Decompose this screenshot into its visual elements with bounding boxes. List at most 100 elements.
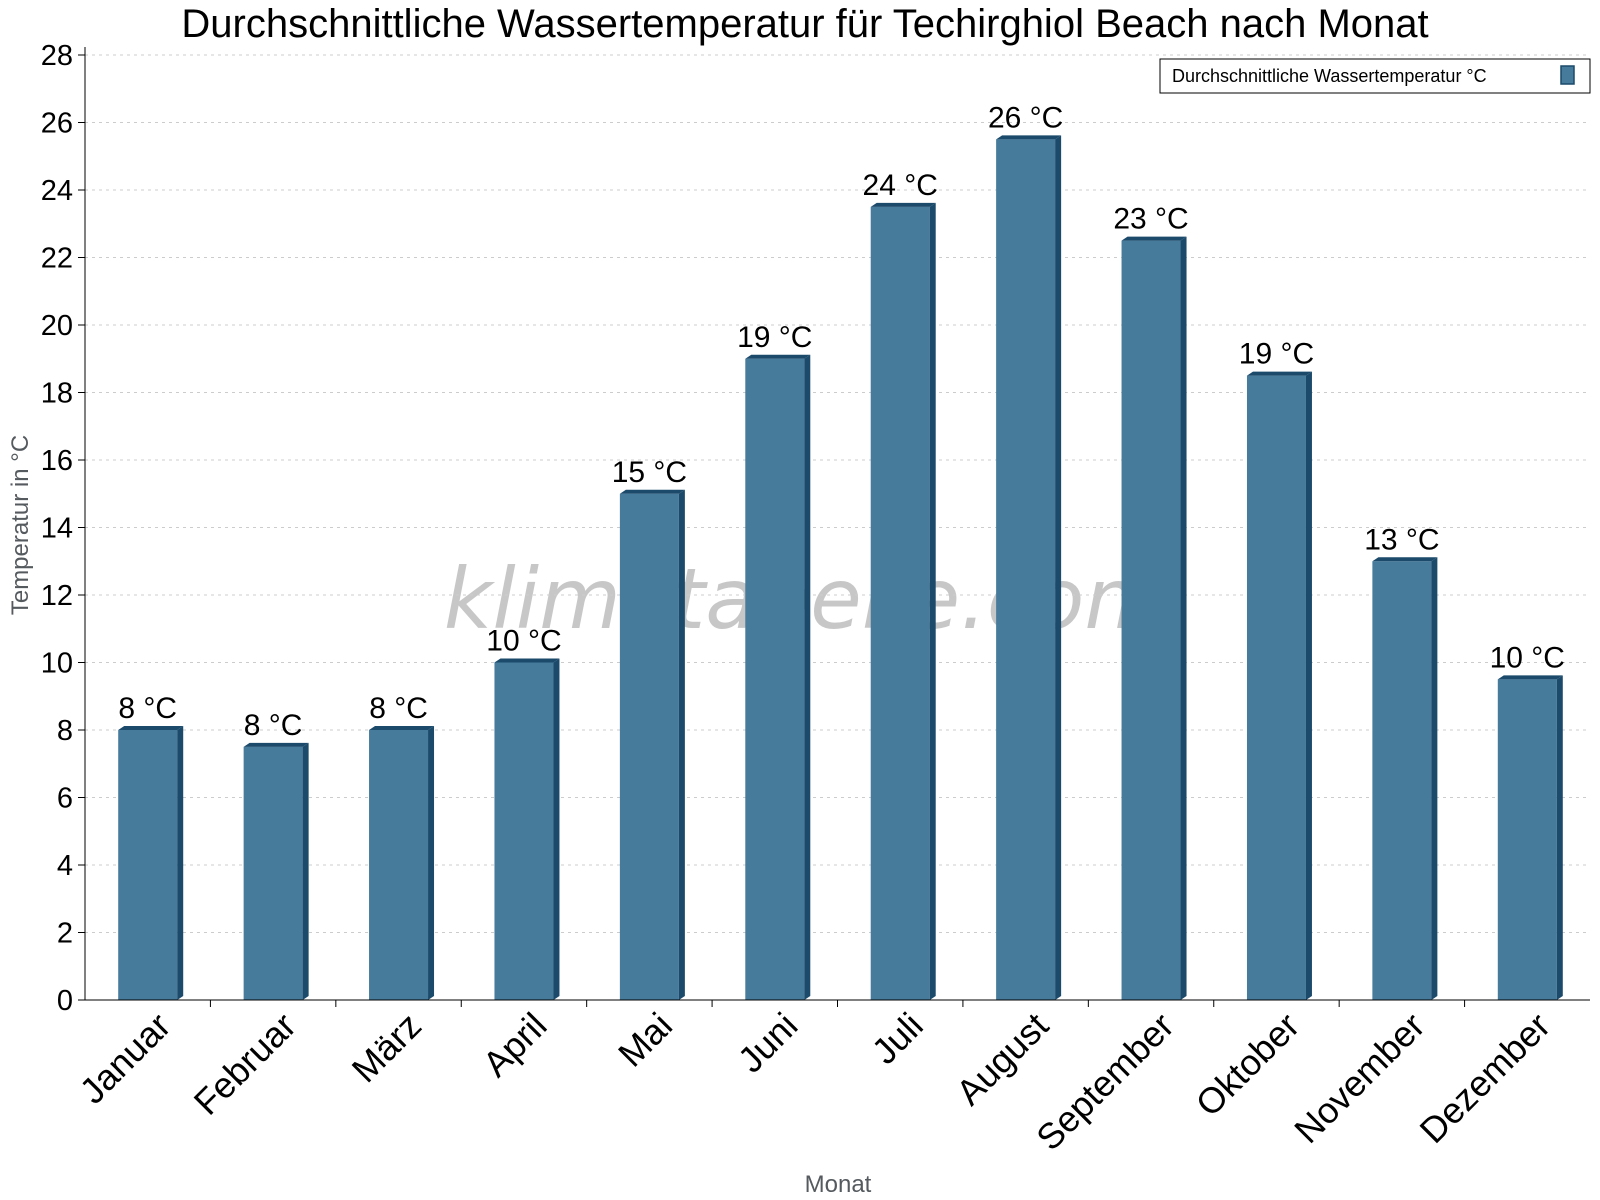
legend-label: Durchschnittliche Wassertemperatur °C (1172, 66, 1487, 86)
bar-side (1055, 135, 1062, 1000)
legend-box (1159, 58, 1591, 94)
bar-front (118, 730, 178, 1000)
bar-side (1556, 675, 1563, 1000)
x-tick-label: Oktober (1188, 1005, 1308, 1125)
y-tick-label: 2 (57, 918, 73, 950)
x-tick-label: Juli (864, 1005, 931, 1072)
data-label: 8 °C (244, 709, 303, 742)
y-tick-label: 16 (41, 445, 73, 477)
bar-top (745, 354, 811, 359)
x-tick-label: Mai (610, 1005, 680, 1075)
data-label: 10 °C (486, 625, 561, 658)
bar-juli (870, 202, 936, 1000)
x-tick-label: Dezember (1412, 1005, 1558, 1151)
y-tick-label: 4 (57, 850, 73, 882)
data-label: 19 °C (737, 321, 812, 354)
data-label: 24 °C (863, 169, 938, 202)
bar-april (494, 658, 560, 1000)
bar-dezember (1497, 675, 1563, 1000)
bar-front (1372, 561, 1432, 1000)
y-tick-label: 20 (41, 310, 73, 342)
x-axis-title: Monat (805, 1171, 872, 1198)
bar-oktober (1246, 371, 1312, 1000)
x-tick-label: April (475, 1005, 555, 1085)
x-tick-label: Januar (72, 1005, 179, 1112)
bar-front (1497, 679, 1557, 1000)
bar-side (1305, 371, 1312, 1000)
bar-februar (243, 742, 309, 1000)
bar-august (996, 135, 1062, 1000)
legend-swatch (1560, 65, 1575, 85)
bar-top (1497, 675, 1563, 680)
bar-top (369, 726, 435, 730)
y-tick-label: 6 (57, 783, 73, 815)
y-tick-label: 24 (41, 175, 73, 207)
y-tick-label: 14 (41, 513, 73, 545)
bar-front (494, 662, 554, 1000)
bar-top (996, 135, 1062, 140)
bar-september (1121, 236, 1187, 1000)
bar-front (745, 358, 805, 1000)
data-labels: 8 °C 8 °C 8 °C 10 °C 15 °C 19 °C 24 °C 26 °C 23 … (118, 101, 1565, 742)
bar-side (302, 742, 309, 1000)
x-tick-label: März (344, 1005, 430, 1091)
y-tick-label: 0 (57, 985, 73, 1017)
x-axis-ticks: Januar Februar März April Mai Juni Juli AugustS… (72, 1000, 1558, 1158)
bar-juni (745, 354, 811, 1000)
bar-top (494, 658, 560, 663)
bar-front (243, 746, 303, 1000)
bar-front (619, 493, 679, 1000)
bar-mai (619, 489, 685, 1000)
bar-top (1121, 236, 1187, 241)
x-tick-label: Juni (730, 1005, 806, 1081)
data-label: 8 °C (369, 692, 428, 725)
y-tick-label: 12 (41, 580, 73, 612)
gridlines (85, 54, 1590, 933)
bar-november (1372, 557, 1438, 1000)
x-tick-label: September (1028, 1005, 1182, 1159)
bar-side (804, 354, 811, 1000)
data-label: 23 °C (1113, 203, 1188, 236)
y-tick-label: 28 (41, 40, 73, 72)
x-tick-label: November (1286, 1005, 1432, 1151)
bar-side (428, 726, 435, 1000)
legend: Durchschnittliche Wassertemperatur °C (1159, 58, 1591, 94)
bars (118, 135, 1563, 1000)
bar-side (177, 726, 184, 1000)
x-tick-label: Februar (186, 1005, 304, 1123)
bar-side (929, 202, 936, 1000)
bar-märz (369, 726, 435, 1000)
x-tick-label: August (948, 1005, 1056, 1113)
bar-top (118, 726, 184, 730)
bar-top (243, 742, 309, 747)
bar-front (369, 730, 429, 1000)
data-label: 19 °C (1239, 338, 1314, 371)
chart-title: Durchschnittliche Wassertemperatur für T… (181, 2, 1428, 46)
bar-januar (118, 726, 184, 1000)
data-label: 26 °C (988, 101, 1063, 134)
bar-top (1246, 371, 1312, 376)
y-axis-title: Temperatur in °C (7, 435, 34, 615)
y-tick-label: 22 (41, 243, 73, 275)
data-label: 10 °C (1490, 641, 1565, 674)
bar-front (996, 139, 1056, 1000)
data-label: 13 °C (1364, 523, 1439, 556)
y-tick-label: 10 (41, 648, 73, 680)
bar-side (553, 658, 560, 1000)
y-tick-label: 8 (57, 715, 73, 747)
bar-front (1121, 240, 1181, 1000)
bar-front (870, 206, 930, 1000)
bar-top (870, 202, 936, 207)
bar-front (1246, 375, 1306, 1000)
y-tick-label: 18 (41, 378, 73, 410)
bar-side (1180, 236, 1187, 1000)
bar-side (1431, 557, 1438, 1000)
y-tick-label: 26 (41, 108, 73, 140)
bar-side (678, 489, 685, 1000)
data-label: 15 °C (612, 456, 687, 489)
bar-top (619, 489, 685, 494)
bar-top (1372, 557, 1438, 562)
data-label: 8 °C (118, 692, 177, 725)
